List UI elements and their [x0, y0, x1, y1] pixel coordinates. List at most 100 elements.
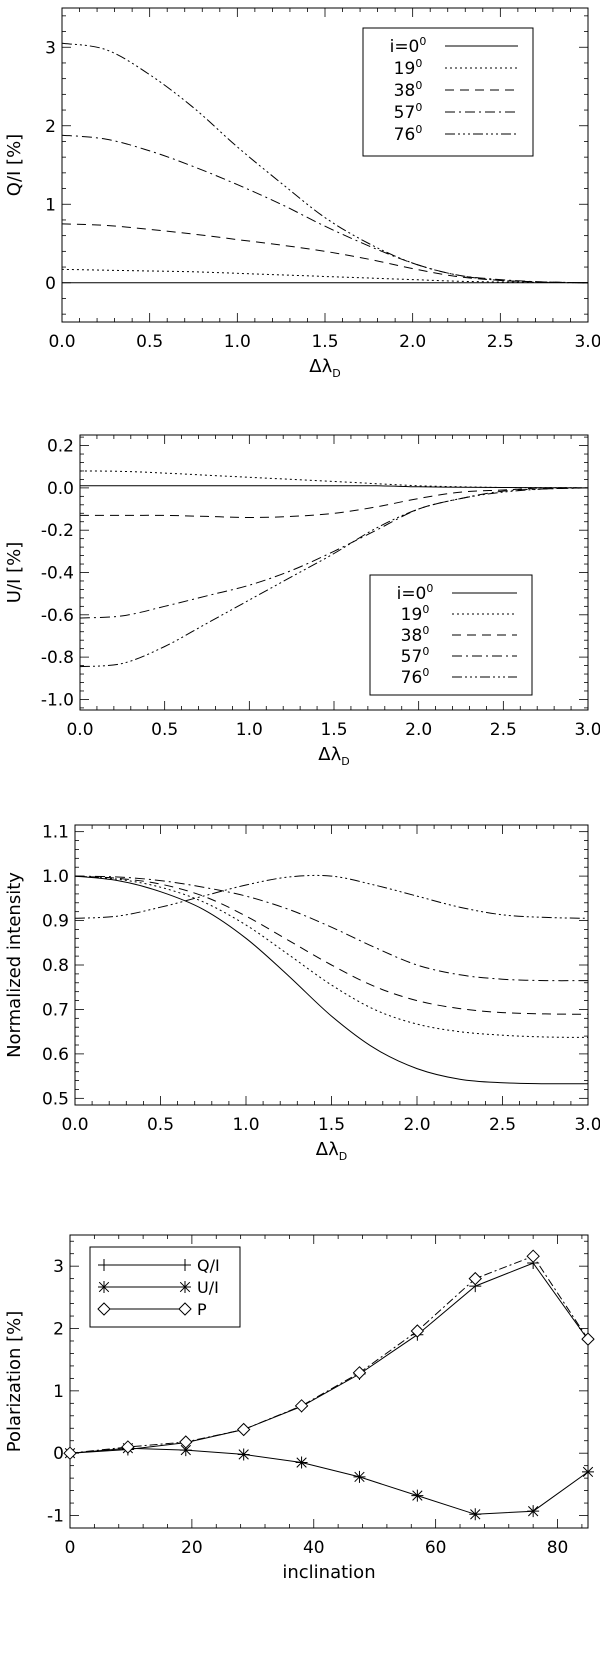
legend-label: P: [197, 1300, 207, 1319]
diamond-marker: [352, 1366, 367, 1380]
x-tick-label: 1.0: [232, 1115, 259, 1135]
y-tick-label: 1.0: [42, 867, 69, 887]
x-tick-label: 1.5: [311, 332, 338, 352]
series-line: [80, 487, 588, 519]
y-axis-label: Q/I [%]: [4, 134, 25, 196]
plot-frame: [69, 1234, 589, 1529]
x-tick-label: 3.0: [574, 1115, 600, 1135]
legend-label: U/I: [197, 1278, 219, 1297]
asterisk-marker: [353, 1470, 366, 1483]
series-line: [80, 485, 588, 489]
legend-label: 380: [394, 79, 423, 101]
legend-label: 760: [401, 666, 430, 688]
x-tick-label: 1.5: [320, 720, 347, 740]
x-tick-label: 0.0: [48, 332, 75, 352]
diamond-marker: [410, 1324, 425, 1338]
series-line: [75, 874, 588, 919]
x-axis-label: inclination: [282, 1562, 375, 1583]
y-tick-label: 0.7: [42, 1000, 69, 1020]
y-tick-label: 1.1: [42, 823, 69, 843]
x-tick-label: 1.5: [318, 1115, 345, 1135]
legend-label: i=00: [397, 582, 434, 604]
x-tick-label: 0.5: [147, 1115, 174, 1135]
chart-panel: 0.0 0.5 1.0 1.5 2.0 2.5 3.0 0.5 0.6 0.7 0.8 0.9 1.0 1…: [4, 823, 600, 1163]
diamond-marker: [468, 1271, 482, 1286]
series-line: [80, 487, 588, 668]
x-axis-label: ΔλD: [309, 356, 340, 380]
plus-marker: [98, 1259, 110, 1271]
y-tick-label: 1: [53, 1382, 64, 1402]
x-axis-label-subscript: D: [332, 367, 340, 380]
x-tick-label: 2.0: [403, 1115, 430, 1135]
y-tick-label: 0: [45, 274, 56, 294]
series-line: [75, 875, 588, 1038]
x-tick-label: 2.0: [405, 720, 432, 740]
x-tick-label: 20: [181, 1538, 203, 1558]
x-tick-label: 2.5: [487, 332, 514, 352]
x-tick-label: 3.0: [574, 720, 600, 740]
y-tick-label: 1: [45, 195, 56, 215]
diamond-marker: [179, 1435, 193, 1449]
legend-label: 570: [401, 645, 430, 667]
x-tick-label: 0.5: [151, 720, 178, 740]
y-tick-label: -1.0: [41, 690, 74, 710]
x-tick-label: 0: [65, 1538, 76, 1558]
y-tick-label: -1: [47, 1507, 64, 1527]
y-tick-label: 0.6: [42, 1045, 69, 1065]
asterisk-marker: [527, 1505, 540, 1518]
x-tick-label: 1.0: [236, 720, 263, 740]
diamond-marker: [121, 1440, 135, 1454]
legend-label: 570: [394, 101, 423, 123]
series-line: [70, 1255, 588, 1454]
diamond-marker: [236, 1422, 251, 1437]
x-axis-label-main: Δλ: [316, 1139, 339, 1160]
series-line: [75, 875, 588, 1015]
legend-label: 190: [394, 57, 423, 79]
x-tick-label: 80: [547, 1538, 569, 1558]
y-axis-label: Normalized intensity: [4, 872, 25, 1058]
asterisk-marker: [237, 1448, 250, 1461]
x-axis-label-subscript: D: [341, 755, 349, 768]
x-tick-label: 2.5: [490, 720, 517, 740]
x-axis-label: ΔλD: [316, 1139, 347, 1163]
legend: Q/I U/I P: [89, 1246, 241, 1328]
x-tick-label: 0.5: [136, 332, 163, 352]
series-line: [62, 223, 588, 284]
asterisk-marker: [295, 1456, 308, 1469]
diamond-marker: [63, 1446, 77, 1460]
y-tick-label: -0.8: [41, 648, 74, 668]
y-axis-label: U/I [%]: [4, 542, 25, 603]
x-axis-label: ΔλD: [318, 744, 349, 768]
x-tick-label: 0.0: [66, 720, 93, 740]
y-tick-label: 3: [45, 38, 56, 58]
legend-box: [362, 27, 534, 157]
asterisk-marker: [411, 1489, 424, 1502]
diamond-marker: [178, 1302, 192, 1316]
y-tick-label: -0.6: [41, 606, 74, 626]
y-axis-label: Polarization [%]: [4, 1311, 25, 1453]
x-axis-label-main: Δλ: [318, 744, 341, 765]
y-tick-label: 2: [53, 1320, 64, 1340]
asterisk-marker: [469, 1508, 482, 1521]
series-line: [80, 487, 588, 619]
diamond-marker: [97, 1302, 111, 1316]
x-tick-label: 60: [425, 1538, 447, 1558]
x-tick-label: 40: [303, 1538, 325, 1558]
y-tick-label: 0.2: [47, 437, 74, 457]
x-tick-label: 2.0: [399, 332, 426, 352]
x-tick-label: 0.0: [61, 1115, 88, 1135]
asterisk-marker: [179, 1281, 191, 1293]
legend-label: Q/I: [197, 1256, 220, 1275]
y-tick-label: -0.2: [41, 521, 74, 541]
x-tick-label: 2.5: [489, 1115, 516, 1135]
legend-label: i=00: [390, 35, 427, 57]
series-line: [70, 1262, 588, 1454]
x-tick-label: 1.0: [224, 332, 251, 352]
asterisk-marker: [98, 1281, 110, 1293]
diamond-marker: [526, 1249, 540, 1263]
x-axis-label-subscript: D: [339, 1150, 347, 1163]
asterisk-marker: [179, 1444, 192, 1457]
